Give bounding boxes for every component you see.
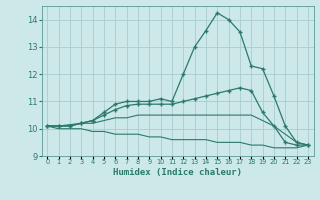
X-axis label: Humidex (Indice chaleur): Humidex (Indice chaleur) [113,168,242,177]
